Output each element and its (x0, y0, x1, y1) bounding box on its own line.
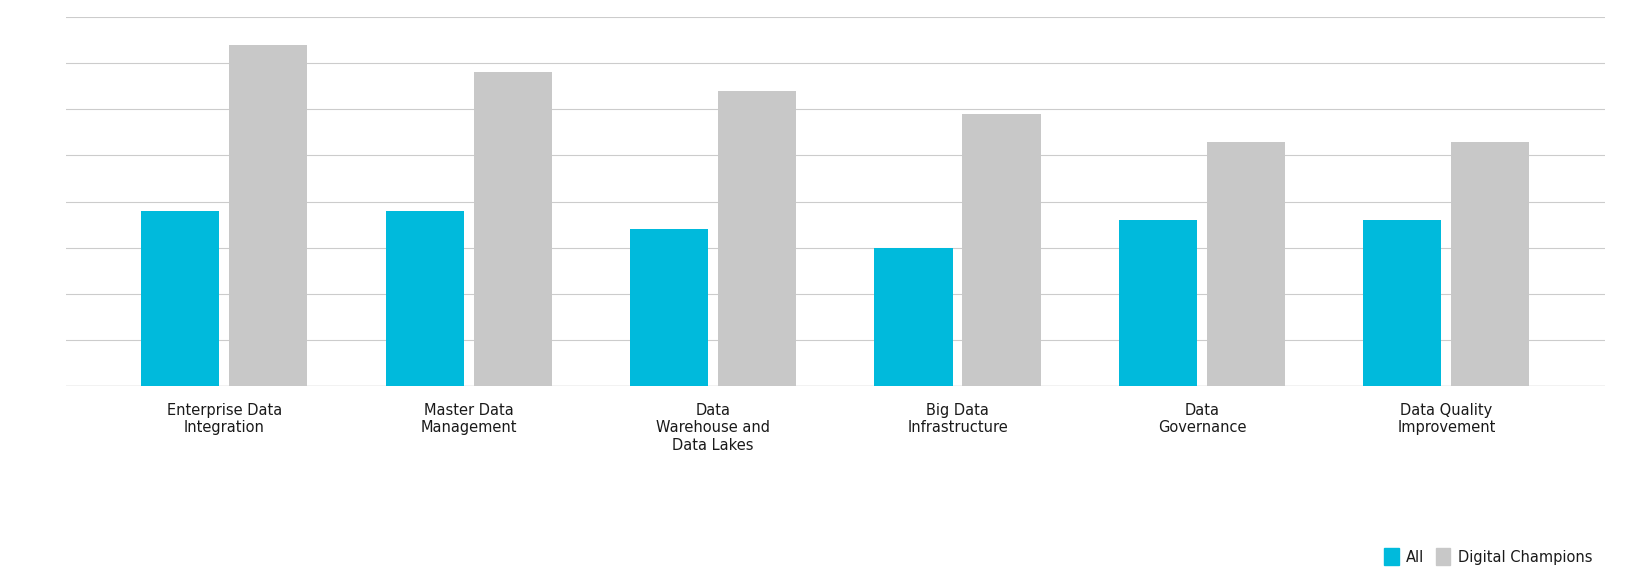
Bar (875, 248, 953, 386)
Bar (717, 91, 796, 386)
Bar (631, 229, 708, 386)
Bar (1451, 141, 1530, 386)
Bar (141, 211, 219, 386)
Bar (1207, 141, 1286, 386)
Bar (473, 72, 552, 386)
Bar (229, 45, 308, 386)
Bar (385, 211, 464, 386)
Legend: All, Digital Champions: All, Digital Champions (1378, 542, 1599, 568)
Bar (1363, 220, 1441, 386)
Bar (1119, 220, 1197, 386)
Bar (963, 114, 1040, 386)
